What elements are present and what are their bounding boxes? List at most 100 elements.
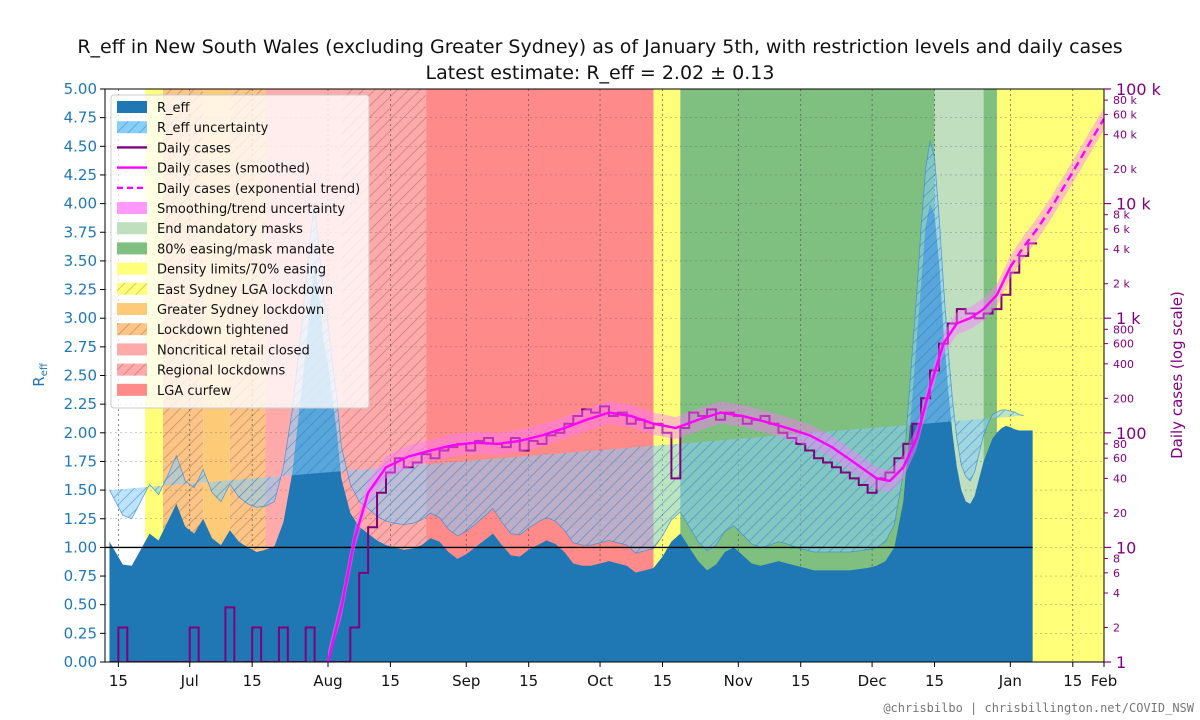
left-tick-label: 3.00 — [64, 309, 97, 327]
right-minor-label: 20 k — [1113, 163, 1137, 176]
x-tick-label: 15 — [381, 672, 400, 690]
right-major-label: 10 — [1116, 538, 1136, 557]
right-minor-label: 4 k — [1113, 243, 1130, 256]
x-tick-label: Dec — [858, 672, 887, 690]
credit-text: @chrisbilbo | chrisbillington.net/COVID_… — [883, 701, 1194, 715]
right-minor-label: 400 — [1113, 358, 1134, 371]
left-tick-label: 0.50 — [64, 596, 97, 614]
left-tick-label: 0.75 — [64, 567, 97, 585]
left-tick-label: 0.00 — [64, 653, 97, 671]
right-major-label: 100 — [1116, 424, 1147, 443]
right-minor-label: 4 — [1113, 587, 1120, 600]
right-minor-label: 6 — [1113, 567, 1120, 580]
right-minor-label: 60 k — [1113, 108, 1137, 121]
x-tick-label: Jul — [180, 672, 199, 690]
right-minor-label: 20 — [1113, 507, 1127, 520]
right-minor-label: 40 — [1113, 472, 1127, 485]
x-axis-ticks: 15 Jul 15 Aug 15 Sep 15 Oct 15 Nov 15 Dec 15 Jan 15 Feb — [109, 662, 1117, 690]
x-tick-label: Feb — [1091, 672, 1118, 690]
legend-swatch — [117, 202, 147, 214]
right-minor-label: 800 — [1113, 323, 1134, 336]
x-tick-label: Sep — [452, 672, 480, 690]
legend-label: 80% easing/mask mandate — [157, 242, 335, 257]
right-axis-label: Daily cases (log scale) — [1168, 291, 1186, 459]
smoothed-cases-line — [326, 266, 1012, 662]
title-line-1: R_eff in New South Wales (excluding Grea… — [77, 36, 1122, 58]
left-tick-label: 2.25 — [64, 395, 97, 413]
right-minor-label: 40 k — [1113, 129, 1137, 142]
legend-label: R_eff — [157, 101, 191, 116]
left-tick-label: 4.00 — [64, 195, 97, 213]
legend-swatch — [117, 222, 147, 235]
right-minor-label: 80 — [1113, 438, 1127, 451]
legend-swatch-hatch — [117, 282, 147, 295]
left-tick-label: 5.00 — [64, 80, 97, 98]
left-tick-label: 4.50 — [64, 137, 97, 155]
right-minor-label: 200 — [1113, 392, 1134, 405]
left-tick-label: 2.50 — [64, 367, 97, 385]
x-tick-label: Oct — [587, 672, 613, 690]
left-tick-label: 1.75 — [64, 452, 97, 470]
right-minor-label: 80 k — [1113, 94, 1137, 107]
legend-label: R_eff uncertainty — [157, 121, 269, 136]
legend-label: Greater Sydney lockdown — [157, 303, 324, 318]
right-major-label: 1 k — [1116, 309, 1141, 328]
right-major-label: 10 k — [1116, 195, 1151, 214]
right-minor-label: 6 k — [1113, 223, 1130, 236]
legend-label: Daily cases — [157, 141, 231, 156]
legend-swatch-hatch — [117, 323, 147, 336]
left-axis-label: Reff — [30, 362, 50, 387]
right-minor-label: 8 k — [1113, 209, 1130, 222]
left-tick-label: 2.00 — [64, 424, 97, 442]
legend-label: Regional lockdowns — [157, 364, 286, 379]
legend-swatch — [117, 383, 147, 396]
right-minor-label: 600 — [1113, 338, 1134, 351]
legend-label: Daily cases (exponential trend) — [157, 182, 360, 197]
x-tick-label: Nov — [724, 672, 753, 690]
legend-label: Daily cases (smoothed) — [157, 162, 310, 177]
legend-swatch — [117, 101, 147, 113]
legend-label: Lockdown tightened — [157, 323, 289, 338]
left-tick-label: 4.75 — [64, 109, 97, 127]
x-tick-label: Aug — [313, 672, 342, 690]
legend-swatch — [117, 242, 147, 255]
exp-trend-line — [1009, 118, 1104, 268]
x-tick-label: 15 — [925, 672, 944, 690]
legend-swatch-hatch — [117, 121, 147, 134]
chart-title: R_eff in New South Wales (excluding Grea… — [77, 36, 1122, 84]
right-minor-label: 8 — [1113, 553, 1120, 566]
legend-box — [110, 94, 370, 409]
right-minor-label: 2 — [1113, 622, 1120, 635]
x-tick-label: 15 — [653, 672, 672, 690]
x-tick-label: 15 — [243, 672, 262, 690]
x-tick-label: 15 — [1063, 672, 1082, 690]
x-tick-label: Jan — [998, 672, 1022, 690]
left-tick-label: 1.50 — [64, 481, 97, 499]
reff-uncertainty-hatch — [109, 140, 1024, 554]
legend-label: LGA curfew — [157, 384, 232, 399]
legend-label: East Sydney LGA lockdown — [157, 283, 333, 298]
left-tick-label: 0.25 — [64, 624, 97, 642]
right-major-label: 1 — [1116, 653, 1126, 672]
left-tick-label: 4.25 — [64, 166, 97, 184]
legend-label: Density limits/70% easing — [157, 263, 326, 278]
title-line-2: Latest estimate: R_eff = 2.02 ± 0.13 — [426, 62, 775, 84]
legend: R_eff R_eff uncertainty Daily cases Daily c… — [110, 94, 370, 409]
x-tick-label: 15 — [519, 672, 538, 690]
left-tick-label: 1.00 — [64, 538, 97, 556]
legend-swatch — [117, 262, 147, 275]
legend-swatch — [117, 303, 147, 315]
left-tick-label: 1.25 — [64, 510, 97, 528]
left-tick-label: 3.50 — [64, 252, 97, 270]
right-minor-label: 2 k — [1113, 278, 1130, 291]
left-tick-label: 2.75 — [64, 338, 97, 356]
right-minor-label: 60 — [1113, 452, 1127, 465]
legend-label: Noncritical retail closed — [157, 343, 310, 358]
left-axis-ticks: 0.00 0.25 0.50 0.75 1.00 1.25 1.50 1.75 2.00 2.25… — [64, 80, 105, 671]
legend-swatch-hatch — [117, 363, 147, 376]
daily-cases-line — [109, 242, 1038, 662]
right-major-label: 100 k — [1116, 80, 1162, 99]
left-tick-label: 3.25 — [64, 281, 97, 299]
